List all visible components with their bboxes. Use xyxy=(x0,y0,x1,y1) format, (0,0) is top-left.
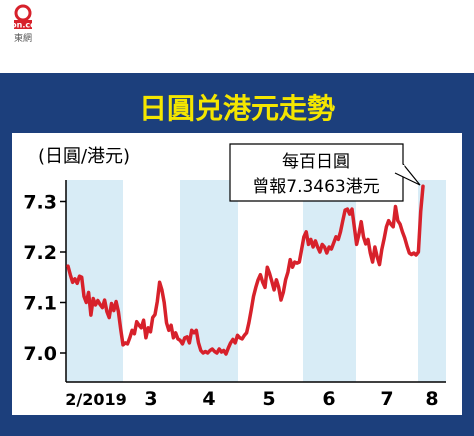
x-tick-label: 4 xyxy=(202,388,215,410)
y-tick-label: 7.1 xyxy=(23,293,57,315)
month-bands xyxy=(66,180,446,382)
logo-ring-icon xyxy=(14,4,32,22)
x-axis-labels: 2/2019 3 4 5 6 7 8 xyxy=(65,388,438,410)
logo-band xyxy=(14,20,32,29)
month-band xyxy=(418,180,446,382)
logo-bottom-text: 東網 xyxy=(14,32,32,44)
oncc-logo: on.cc 東網 xyxy=(11,4,35,44)
peak-annotation: 每百日圓 曾報7.3463港元 xyxy=(229,143,421,202)
month-band xyxy=(303,180,356,382)
y-axis: 7.0 7.1 7.2 7.3 xyxy=(23,192,66,365)
x-tick-label: 5 xyxy=(262,388,275,410)
annotation-line2: 曾報7.3463港元 xyxy=(252,177,379,197)
logo-top-text: on.cc xyxy=(11,21,35,30)
x-tick-label: 8 xyxy=(425,388,438,410)
annotation-line1: 每百日圓 xyxy=(282,152,350,172)
x-tick-label: 7 xyxy=(380,388,393,410)
chart-title: 日圓兑港元走勢 xyxy=(139,92,335,125)
x-tick-label: 6 xyxy=(322,388,335,410)
series-line xyxy=(66,184,425,356)
y-tick-label: 7.2 xyxy=(23,242,57,264)
unit-label: (日圓/港元) xyxy=(38,146,130,167)
y-tick-label: 7.0 xyxy=(23,343,57,365)
annotation-box xyxy=(229,143,404,202)
x-tick-label: 3 xyxy=(144,388,157,410)
y-tick-label: 7.3 xyxy=(23,192,57,214)
annotation-joint xyxy=(401,165,405,173)
x-tick-label: 2/2019 xyxy=(65,390,127,409)
annotation-pointer xyxy=(394,163,421,186)
series-points xyxy=(67,186,424,355)
